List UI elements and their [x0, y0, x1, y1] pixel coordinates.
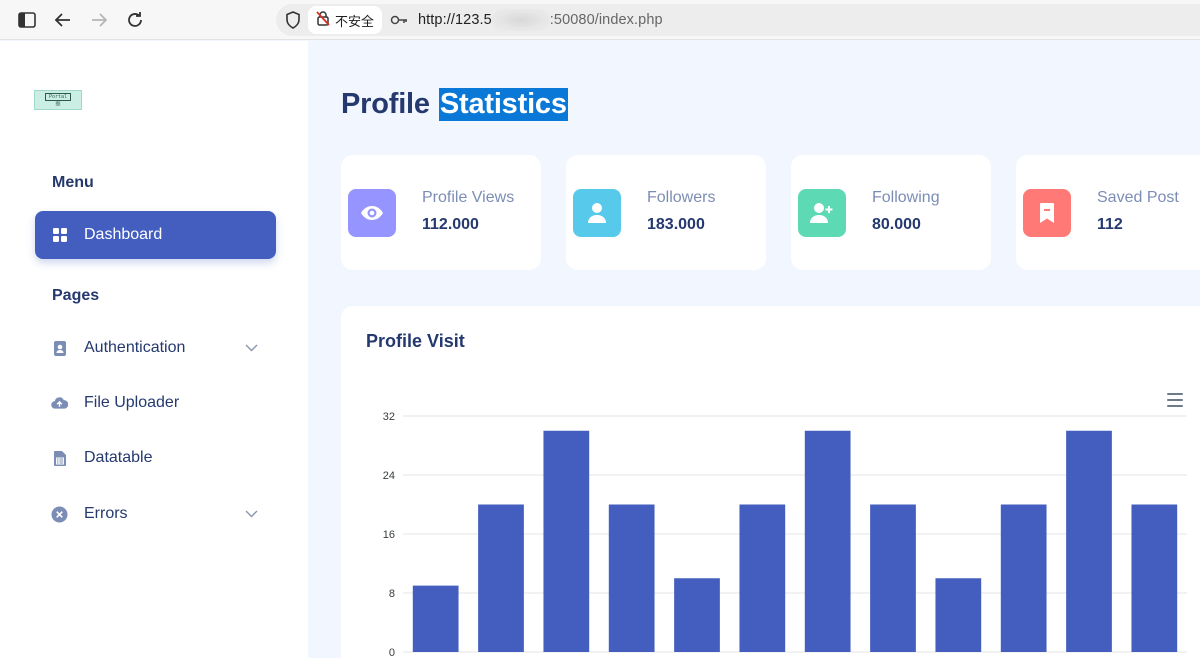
menu-title: Menu	[52, 174, 94, 191]
bar-chart: 0 8 16 24 32	[383, 411, 1187, 658]
sidebar-toggle-icon[interactable]	[9, 2, 45, 38]
page-title-word2-selected: Statistics	[438, 88, 568, 121]
sidebar-item-datatable[interactable]: Datatable	[35, 434, 276, 482]
chart-bar[interactable]	[870, 504, 916, 653]
stat-card-followers: Followers 183.000	[566, 155, 766, 270]
chart-bar[interactable]	[804, 430, 851, 652]
stat-card-profile-views: Profile Views 112.000	[341, 155, 541, 270]
chart-bar[interactable]	[1066, 430, 1112, 652]
chevron-down-icon[interactable]	[245, 339, 258, 357]
grid-icon	[51, 227, 68, 244]
spreadsheet-icon	[51, 450, 68, 467]
chart-bar[interactable]	[674, 578, 720, 652]
stat-label: Following	[872, 189, 940, 206]
y-tick-label: 8	[389, 588, 395, 600]
chart-bar[interactable]	[1000, 504, 1047, 653]
insecure-lock-icon	[316, 10, 330, 30]
stat-value: 112	[1097, 216, 1123, 233]
person-add-icon	[798, 189, 846, 237]
y-tick-label: 16	[383, 529, 395, 541]
sidebar-item-file-uploader[interactable]: File Uploader	[35, 379, 276, 427]
stat-value: 112.000	[422, 216, 479, 233]
url-text[interactable]: http://123.5 :50080/index.php	[418, 9, 663, 31]
sidebar-item-authentication[interactable]: Authentication	[35, 324, 276, 372]
stat-value: 183.000	[647, 216, 705, 233]
stat-label: Saved Post	[1097, 189, 1179, 206]
sidebar-item-label: Authentication	[84, 339, 186, 356]
stat-value: 80.000	[872, 216, 921, 233]
stat-card-following: Following 80.000	[791, 155, 991, 270]
person-icon	[573, 189, 621, 237]
x-circle-icon	[51, 506, 68, 523]
sidebar-item-label: Dashboard	[84, 226, 163, 243]
y-tick-label: 24	[383, 470, 395, 482]
key-icon[interactable]	[390, 14, 408, 26]
sidebar-item-label: Datatable	[84, 449, 153, 466]
url-redacted-blur	[491, 9, 550, 31]
chart-menu-icon[interactable]	[1167, 393, 1183, 407]
insecure-label: 不安全	[335, 14, 375, 30]
address-bar[interactable]: 不安全 http://123.5 :50080/index.php	[276, 4, 1200, 36]
logo-sub: 图	[55, 101, 61, 107]
sidebar-item-label: File Uploader	[84, 394, 180, 411]
chart-bar[interactable]	[543, 430, 590, 652]
person-badge-icon	[51, 340, 68, 357]
logo[interactable]: Portal 图	[34, 90, 82, 110]
sidebar-item-label: Errors	[84, 505, 128, 522]
pages-title: Pages	[52, 287, 100, 304]
stat-label: Followers	[647, 189, 716, 206]
y-tick-label: 0	[389, 647, 395, 658]
page-title-word1: Profile	[341, 88, 430, 120]
url-path: :50080/index.php	[549, 11, 663, 28]
chart-bar[interactable]	[739, 504, 786, 653]
chart-bar[interactable]	[935, 578, 982, 652]
sidebar-item-dashboard[interactable]: Dashboard	[35, 211, 276, 259]
forward-icon[interactable]	[81, 2, 117, 38]
logo-text: Portal	[44, 93, 72, 101]
shield-icon[interactable]	[278, 11, 308, 29]
chart-bar[interactable]	[412, 585, 459, 652]
reload-icon[interactable]	[117, 2, 153, 38]
eye-icon	[348, 189, 396, 237]
sidebar: Portal 图 Menu Dashboard Pages Authentica…	[0, 41, 308, 658]
sidebar-item-errors[interactable]: Errors	[35, 490, 276, 538]
y-tick-label: 32	[383, 411, 395, 423]
stat-card-saved-post: Saved Post 112	[1016, 155, 1200, 270]
chart-bar[interactable]	[608, 504, 655, 653]
chart-bar[interactable]	[1131, 504, 1178, 653]
url-host: http://123.5	[418, 11, 492, 28]
insecure-badge[interactable]: 不安全	[308, 6, 383, 34]
chart-title: Profile Visit	[366, 331, 465, 351]
bookmark-icon	[1023, 189, 1071, 237]
chart-bar[interactable]	[478, 504, 524, 653]
back-icon[interactable]	[45, 2, 81, 38]
profile-visit-card: Profile Visit 0 8 16 24 32	[341, 306, 1200, 658]
page-title: Profile Statistics	[341, 88, 568, 121]
chevron-down-icon[interactable]	[245, 505, 258, 523]
cloud-upload-icon	[51, 395, 68, 412]
stat-label: Profile Views	[422, 189, 515, 206]
